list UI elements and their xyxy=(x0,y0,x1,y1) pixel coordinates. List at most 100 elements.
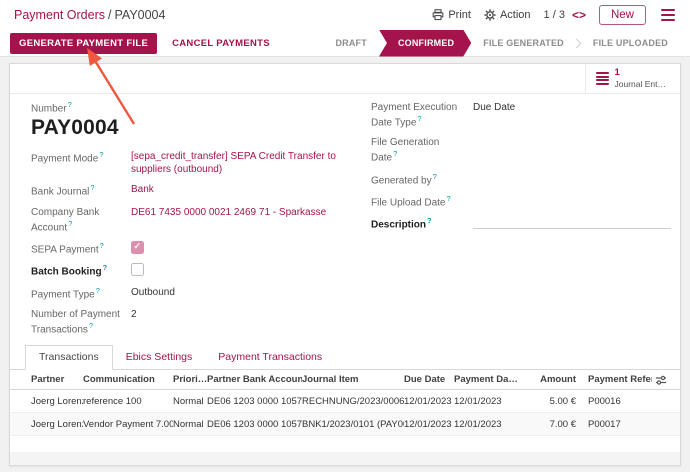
sepa-payment-label: SEPA Payment? xyxy=(31,240,104,256)
field-file-upload-date: File Upload Date? xyxy=(371,194,671,209)
help-icon: ? xyxy=(417,114,422,123)
company-bank-account-label: Company Bank Account? xyxy=(31,206,100,233)
stage-confirmed[interactable]: CONFIRMED xyxy=(379,30,471,57)
action-label: Action xyxy=(499,9,531,21)
action-menu-button[interactable]: Action xyxy=(484,9,531,21)
header-amount[interactable]: Amount xyxy=(540,374,576,386)
header-due-date[interactable]: Due Date xyxy=(404,374,446,386)
tab-transactions[interactable]: Transactions xyxy=(25,345,113,371)
field-sepa-payment: SEPA Payment? xyxy=(31,240,371,256)
cancel-payments-button[interactable]: CANCEL PAYMENTS xyxy=(166,37,276,50)
header-payment-date[interactable]: Payment Da… xyxy=(454,374,518,386)
cell-due-date: 12/01/2023 xyxy=(404,395,452,407)
payment-execution-date-type-value: Due Date xyxy=(473,102,516,113)
cell-payment-reference: P00017 xyxy=(588,418,621,430)
stage-file-uploaded[interactable]: FILE UPLOADED xyxy=(592,37,668,48)
cell-partner-bank-account: DE06 1203 0000 1057 25 xyxy=(207,418,302,430)
help-icon: ? xyxy=(99,240,104,250)
table-header-row: Partner Communication Priori… Partner Ba… xyxy=(10,370,680,391)
stage-draft[interactable]: DRAFT xyxy=(335,37,367,48)
cell-communication: reference 100 xyxy=(83,395,142,407)
cell-priority: Normal xyxy=(173,395,204,407)
notebook-tabs: Transactions Ebics Settings Payment Tran… xyxy=(10,345,680,371)
empty-table-stripe xyxy=(10,452,680,465)
company-bank-account-value[interactable]: DE61 7435 0000 0021 2469 71 - Sparkasse xyxy=(131,206,327,218)
action-bar: GENERATE PAYMENT FILE CANCEL PAYMENTS DR… xyxy=(0,30,690,57)
breadcrumb-separator: / xyxy=(108,8,112,22)
print-label: Print xyxy=(448,9,471,21)
help-icon: ? xyxy=(68,218,73,228)
empty-table-stripe xyxy=(10,436,680,453)
pager-value: 1 / 3 xyxy=(543,9,565,21)
cell-amount: 5.00 € xyxy=(549,395,576,407)
header-communication[interactable]: Communication xyxy=(83,374,155,386)
number-of-payment-transactions-value: 2 xyxy=(131,308,137,320)
printer-icon xyxy=(433,9,444,21)
cell-journal-item: BNK1/2023/0101 (PAY00 xyxy=(302,418,404,430)
form-body: Number? PAY0004 Payment Mode? [sepa_cred… xyxy=(10,94,680,343)
header-payment-reference[interactable]: Payment Referen… xyxy=(588,374,652,386)
top-navbar: Payment Orders / PAY0004 Print Action 1 / … xyxy=(0,0,690,30)
cell-payment-reference: P00016 xyxy=(588,395,621,407)
header-partner[interactable]: Partner xyxy=(31,374,65,386)
bank-journal-value[interactable]: Bank xyxy=(131,184,154,196)
number-of-payment-transactions-label: Number of Payment Transactions? xyxy=(31,308,120,336)
sepa-payment-checkbox[interactable] xyxy=(131,240,144,254)
breadcrumb-payment-orders[interactable]: Payment Orders xyxy=(14,8,106,22)
field-batch-booking: Batch Booking? xyxy=(31,263,371,278)
page-title: PAY0004 xyxy=(31,116,119,140)
field-bank-journal: Bank Journal? Bank xyxy=(31,183,371,198)
form-sheet: 1 Journal Ent… Number? PAY0004 Payment M… xyxy=(9,63,681,466)
header-priority[interactable]: Priori… xyxy=(173,374,207,386)
help-icon: ? xyxy=(88,320,94,330)
field-description: Description? xyxy=(371,216,671,233)
cell-communication: Vendor Payment 7.00 € - xyxy=(83,418,173,430)
stage-file-generated[interactable]: FILE GENERATED xyxy=(483,37,564,48)
help-icon: ? xyxy=(432,171,437,181)
batch-booking-checkbox[interactable] xyxy=(131,263,144,277)
payment-mode-label: Payment Mode? xyxy=(31,150,104,165)
file-upload-date-label: File Upload Date? xyxy=(371,193,451,209)
tab-ebics-settings[interactable]: Ebics Settings xyxy=(125,351,193,364)
header-partner-bank-account[interactable]: Partner Bank Account xyxy=(207,374,302,386)
cell-due-date: 12/01/2023 xyxy=(404,418,452,430)
breadcrumb-current: PAY0004 xyxy=(114,8,166,22)
field-payment-execution-date-type: Payment Execution Date Type? Due Date xyxy=(371,101,671,129)
statusbar: DRAFT CONFIRMED FILE GENERATED FILE UPLO… xyxy=(323,30,680,57)
generate-payment-file-button[interactable]: GENERATE PAYMENT FILE xyxy=(10,32,158,54)
pager-previous-icon[interactable]: < xyxy=(571,8,579,22)
description-input[interactable] xyxy=(473,216,671,230)
cell-partner: Joerg Lorenz xyxy=(31,395,83,407)
table-row[interactable]: Joerg Lorenz Vendor Payment 7.00 € - Nor… xyxy=(10,413,680,437)
help-icon: ? xyxy=(427,216,432,226)
field-file-generation-date: File Generation Date? xyxy=(371,136,671,164)
print-button[interactable]: Print xyxy=(432,9,471,21)
tab-payment-transactions[interactable]: Payment Transactions xyxy=(218,351,323,364)
help-icon: ? xyxy=(446,193,451,203)
help-icon: ? xyxy=(99,150,104,160)
journal-entries-smart-button[interactable]: 1 Journal Ent… xyxy=(584,64,681,93)
new-button[interactable]: New xyxy=(598,5,646,25)
help-icon: ? xyxy=(393,149,398,159)
help-icon: ? xyxy=(95,285,100,295)
breadcrumb: Payment Orders / PAY0004 xyxy=(14,8,165,22)
table-row[interactable]: Joerg Lorenz reference 100 Normal DE06 1… xyxy=(10,390,680,414)
optional-columns-icon[interactable] xyxy=(655,374,667,386)
payment-mode-value[interactable]: [sepa_credit_transfer] SEPA Credit Trans… xyxy=(131,151,336,176)
batch-booking-label: Batch Booking? xyxy=(31,263,108,278)
help-icon: ? xyxy=(90,183,95,193)
payment-type-label: Payment Type? xyxy=(31,285,100,300)
cell-partner-bank-account: DE06 1203 0000 1057 25 xyxy=(207,395,302,407)
menu-toggle-icon[interactable] xyxy=(659,7,677,24)
cell-priority: Normal xyxy=(173,418,204,430)
journal-entries-icon xyxy=(595,72,609,85)
file-generation-date-label: File Generation Date? xyxy=(371,137,440,164)
pager-next-icon[interactable]: > xyxy=(578,8,586,22)
header-journal-item[interactable]: Journal Item xyxy=(302,374,359,386)
journal-entries-label: Journal Ent… xyxy=(614,79,667,90)
field-company-bank-account: Company Bank Account? DE61 7435 0000 002… xyxy=(31,206,371,234)
gear-icon xyxy=(484,9,496,21)
payment-type-value: Outbound xyxy=(131,286,175,298)
help-icon: ? xyxy=(67,100,72,109)
cell-amount: 7.00 € xyxy=(549,418,576,430)
